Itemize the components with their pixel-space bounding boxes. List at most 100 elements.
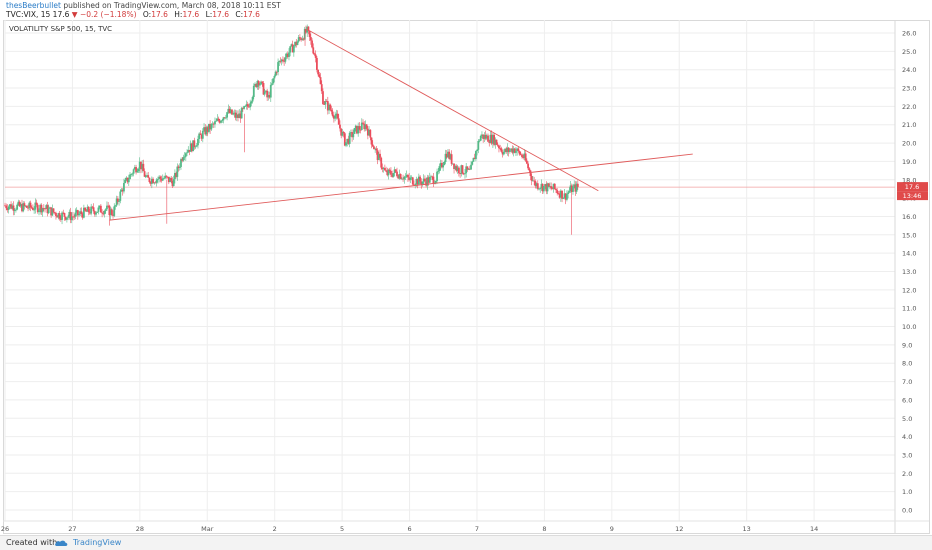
candle-body — [216, 118, 219, 121]
candle-body — [11, 205, 14, 209]
candle-body — [455, 166, 458, 171]
candle-body — [165, 175, 168, 177]
candle-body — [150, 178, 153, 184]
candle-body — [424, 178, 426, 182]
candle-body — [135, 167, 137, 173]
author-link[interactable]: thesBeerbullet — [6, 1, 61, 10]
candle-body — [525, 160, 528, 164]
candle-body — [513, 148, 516, 153]
candle-body — [386, 171, 389, 176]
candle-body — [96, 211, 99, 213]
candle-body — [419, 176, 421, 182]
candle-body — [453, 163, 455, 170]
candle-body — [182, 157, 185, 161]
candle-body — [30, 207, 33, 209]
candle-body — [347, 138, 350, 144]
candle-body — [561, 190, 563, 199]
candle-body — [246, 104, 249, 107]
candle-body — [462, 173, 465, 175]
candle-body — [368, 129, 370, 136]
candle-body — [549, 186, 551, 187]
y-tick-label: 19.0 — [902, 158, 916, 166]
candle-body — [425, 181, 428, 186]
candle-body — [477, 141, 480, 150]
candle-body — [414, 184, 417, 186]
candle-body — [466, 166, 469, 170]
candle-body — [241, 108, 244, 109]
candle-body — [483, 134, 486, 139]
candle-body — [354, 125, 357, 129]
symbol-label: TVC:VIX, 15 — [6, 10, 51, 19]
candle-body — [510, 148, 512, 151]
candle-body — [27, 207, 29, 209]
candle-body — [451, 163, 454, 165]
candle-body — [450, 154, 453, 164]
candle-body — [316, 57, 318, 70]
candle-body — [21, 204, 23, 212]
low-value: 17.6 — [212, 10, 229, 19]
candle-body — [78, 213, 80, 216]
y-tick-label: 4.0 — [902, 433, 912, 441]
candle-body — [308, 30, 311, 37]
candle-body — [243, 106, 245, 109]
candle-body — [72, 216, 74, 218]
candle-body — [358, 126, 361, 130]
candle-body — [416, 179, 419, 185]
candle-body — [137, 168, 140, 172]
candle-body — [385, 170, 387, 172]
candle-body — [57, 213, 60, 218]
candle-body — [252, 85, 255, 98]
candle-body — [39, 204, 42, 211]
candle-body — [169, 178, 171, 183]
candle-body — [340, 128, 343, 136]
candle-body — [76, 210, 79, 216]
symbol-ohlc-line: TVC:VIX, 15 17.6 ▼ −0.2 (−1.18%) O:17.6 … — [6, 10, 260, 19]
footer-bar: Created with TradingView — [0, 535, 932, 550]
candle-body — [516, 148, 519, 152]
candle-body — [89, 212, 91, 214]
candle-body — [364, 124, 367, 130]
candle-body — [405, 174, 408, 177]
candle-body — [472, 157, 475, 162]
candle-body — [300, 38, 303, 41]
candle-body — [328, 104, 330, 111]
x-tick-label: 5 — [340, 525, 344, 533]
candle-body — [507, 147, 510, 152]
candle-body — [255, 83, 258, 88]
y-tick-label: 6.0 — [902, 396, 912, 404]
candle-body — [144, 176, 147, 178]
candle-body — [410, 177, 413, 179]
candle-body — [267, 94, 270, 98]
tradingview-brand[interactable]: TradingView — [73, 538, 122, 547]
candle-body — [123, 183, 125, 192]
candle-body — [146, 175, 148, 177]
candle-body — [545, 184, 548, 192]
candle-body — [533, 180, 536, 182]
candle-body — [540, 183, 543, 189]
candle-body — [102, 213, 105, 215]
candle-body — [489, 134, 492, 143]
candle-body — [454, 166, 457, 170]
candle-body — [393, 169, 396, 174]
candle-body — [371, 144, 374, 147]
candle-body — [69, 211, 72, 221]
created-with-text: Created with — [6, 538, 58, 547]
candle-body — [286, 53, 289, 57]
candle-body — [74, 212, 77, 217]
price-chart[interactable]: 0.0 1.0 2.0 3.0 4.0 5.0 6.0 7.0 8.0 9.0 10.0 11.0 12… — [0, 0, 932, 535]
candle-body — [178, 166, 181, 168]
candle-body — [172, 179, 175, 187]
candle-body — [398, 174, 401, 179]
candle-body — [263, 91, 266, 95]
candle-body — [183, 156, 186, 158]
chart-pane[interactable] — [3, 20, 930, 534]
candle-body — [377, 153, 380, 161]
candle-body — [56, 216, 59, 218]
candle-body — [159, 176, 162, 179]
candle-body — [73, 216, 76, 218]
y-tick-label: 3.0 — [902, 451, 912, 459]
candle-body — [197, 138, 199, 146]
candle-body — [234, 112, 237, 118]
y-tick-label: 21.0 — [902, 121, 916, 129]
candle-body — [7, 206, 10, 210]
